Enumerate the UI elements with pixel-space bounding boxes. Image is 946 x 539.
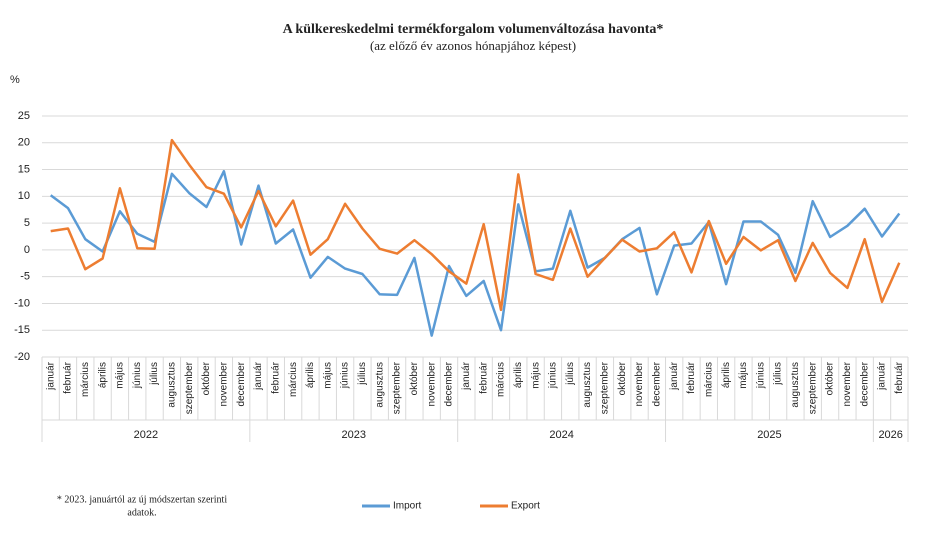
- x-tick-label: szeptember: [807, 361, 818, 414]
- x-tick-label: február: [270, 361, 281, 393]
- x-tick-label: február: [478, 361, 489, 393]
- x-tick-label: szeptember: [392, 361, 403, 414]
- x-tick-label: július: [773, 362, 784, 386]
- x-tick-label: november: [219, 361, 230, 406]
- y-tick-label: 10: [18, 190, 30, 202]
- y-tick-label: -15: [14, 324, 30, 336]
- x-tick-label: október: [201, 361, 212, 395]
- footnote: * 2023. januártól az új módszertan szeri…: [57, 494, 227, 505]
- legend-label: Export: [511, 501, 540, 512]
- x-tick-label: május: [738, 362, 749, 389]
- x-tick-label: június: [340, 362, 351, 389]
- x-tick-label: március: [80, 362, 91, 397]
- x-tick-label: március: [703, 362, 714, 397]
- x-tick-label: február: [63, 361, 74, 393]
- x-tick-label: augusztus: [582, 362, 593, 408]
- x-tick-label: április: [513, 362, 524, 388]
- x-tick-label: július: [149, 362, 160, 386]
- year-label: 2022: [134, 429, 158, 441]
- x-tick-label: augusztus: [167, 362, 178, 408]
- chart-subtitle: (az előző év azonos hónapjához képest): [370, 38, 576, 53]
- year-label: 2024: [549, 429, 573, 441]
- x-tick-label: május: [322, 362, 333, 389]
- x-tick-label: január: [669, 361, 680, 390]
- x-tick-label: június: [548, 362, 559, 389]
- legend-label: Import: [393, 501, 422, 512]
- x-tick-label: szeptember: [600, 361, 611, 414]
- y-tick-label: 15: [18, 163, 30, 175]
- x-tick-label: augusztus: [790, 362, 801, 408]
- x-tick-label: január: [45, 361, 56, 390]
- x-tick-label: június: [132, 362, 143, 389]
- x-tick-label: augusztus: [374, 362, 385, 408]
- x-tick-label: április: [97, 362, 108, 388]
- x-tick-label: január: [461, 361, 472, 390]
- y-tick-label: -5: [20, 271, 30, 283]
- x-tick-label: november: [426, 361, 437, 406]
- data-line: [49, 169, 901, 337]
- x-tick-label: január: [877, 361, 888, 390]
- y-tick-label: -20: [14, 351, 30, 363]
- x-tick-label: szeptember: [184, 361, 195, 414]
- y-tick-label: 20: [18, 137, 30, 149]
- chart-title: A külkereskedelmi termékforgalom volumen…: [283, 22, 664, 37]
- y-axis-label: %: [10, 74, 20, 86]
- x-tick-label: június: [755, 362, 766, 389]
- year-label: 2026: [878, 429, 902, 441]
- x-tick-label: május: [115, 362, 126, 389]
- x-tick-label: május: [530, 362, 541, 389]
- x-tick-label: december: [859, 361, 870, 406]
- footnote: adatok.: [127, 507, 156, 518]
- x-tick-label: december: [444, 361, 455, 406]
- data-line: [50, 138, 901, 312]
- y-tick-label: 0: [24, 244, 30, 256]
- x-tick-label: április: [305, 362, 316, 388]
- x-tick-label: március: [496, 362, 507, 397]
- x-tick-label: július: [565, 362, 576, 386]
- x-tick-label: október: [825, 361, 836, 395]
- x-tick-label: november: [842, 361, 853, 406]
- x-tick-label: december: [652, 361, 663, 406]
- x-tick-label: november: [634, 361, 645, 406]
- x-tick-label: december: [236, 361, 247, 406]
- year-label: 2025: [757, 429, 781, 441]
- x-tick-label: február: [686, 361, 697, 393]
- x-tick-label: október: [409, 361, 420, 395]
- x-tick-label: július: [357, 362, 368, 386]
- x-tick-label: február: [894, 361, 905, 393]
- y-tick-label: 5: [24, 217, 30, 229]
- year-label: 2023: [342, 429, 366, 441]
- x-tick-label: január: [253, 361, 264, 390]
- y-tick-label: 25: [18, 110, 30, 122]
- x-tick-label: március: [288, 362, 299, 397]
- x-tick-label: október: [617, 361, 628, 395]
- y-tick-label: -10: [14, 297, 30, 309]
- x-tick-label: április: [721, 362, 732, 388]
